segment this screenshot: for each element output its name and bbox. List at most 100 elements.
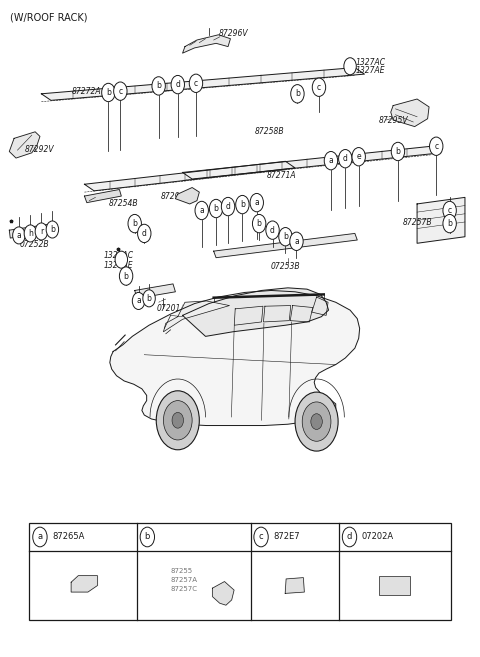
Text: a: a [254,198,259,207]
Text: r: r [40,227,43,236]
Polygon shape [290,306,313,322]
Text: a: a [16,231,21,240]
Text: 87292V: 87292V [24,145,54,154]
Polygon shape [175,187,199,204]
Text: a: a [136,296,141,306]
Circle shape [236,195,249,214]
Circle shape [302,402,331,442]
Circle shape [128,214,142,233]
Polygon shape [391,99,429,127]
Text: d: d [175,80,180,89]
Circle shape [156,391,199,450]
Circle shape [311,414,323,430]
Text: b: b [50,225,55,234]
Circle shape [209,199,223,217]
Text: 07252B: 07252B [20,240,49,249]
Circle shape [291,85,304,103]
Polygon shape [71,576,97,592]
Circle shape [114,82,127,101]
Bar [29,523,451,620]
Polygon shape [234,306,263,325]
Circle shape [24,225,36,242]
Circle shape [338,150,352,168]
Polygon shape [213,581,234,605]
Text: 1327AC: 1327AC [104,251,134,260]
Text: b: b [124,271,129,281]
Text: a: a [37,532,43,541]
Polygon shape [84,162,295,191]
Polygon shape [417,197,465,243]
Polygon shape [163,301,229,332]
Text: a: a [199,206,204,215]
Polygon shape [135,284,175,298]
Circle shape [430,137,443,156]
Text: a: a [294,237,299,246]
Circle shape [163,401,192,440]
Text: b: b [283,232,288,241]
Circle shape [312,78,325,97]
Text: c: c [434,142,438,150]
Text: e: e [356,152,361,161]
Text: 87271A: 87271A [266,171,296,180]
Text: b: b [214,204,218,213]
Polygon shape [312,297,328,315]
Circle shape [33,527,47,547]
Polygon shape [285,578,304,593]
Text: 87257A: 87257A [171,578,198,583]
Circle shape [279,227,292,246]
Text: d: d [142,229,147,238]
Polygon shape [182,35,230,53]
Circle shape [138,224,151,242]
Text: 87255: 87255 [171,568,193,574]
Text: c: c [118,87,122,96]
Text: 87257C: 87257C [171,587,198,593]
Text: 872E7: 872E7 [274,532,300,541]
Text: b: b [144,532,150,541]
Circle shape [324,152,337,170]
Circle shape [295,392,338,451]
Circle shape [140,527,155,547]
Text: 1327AE: 1327AE [356,66,385,76]
Polygon shape [110,290,360,426]
Circle shape [132,292,145,309]
Circle shape [254,527,268,547]
Circle shape [352,148,365,166]
Text: a: a [329,156,333,165]
Text: 07253B: 07253B [271,262,301,271]
Circle shape [115,251,128,268]
Text: b: b [295,89,300,99]
Polygon shape [9,132,40,158]
Text: 87296V: 87296V [218,29,248,38]
Circle shape [252,214,266,233]
Text: b: b [106,88,111,97]
Text: d: d [270,225,275,235]
Text: c: c [259,532,264,541]
Text: b: b [257,219,262,228]
Circle shape [12,227,25,244]
Circle shape [344,58,356,75]
Text: 07202A: 07202A [362,532,394,541]
Text: 87201V: 87201V [161,192,191,200]
Circle shape [221,197,235,215]
Text: b: b [132,219,137,228]
Circle shape [35,223,48,240]
Text: 1327AC: 1327AC [356,58,386,67]
Text: 87265A: 87265A [52,532,85,541]
Text: d: d [343,154,348,163]
Polygon shape [214,233,357,258]
Circle shape [443,214,456,233]
Text: b: b [240,200,245,209]
Circle shape [290,232,303,250]
Text: c: c [194,79,198,88]
Circle shape [46,221,59,238]
Text: 07201A: 07201A [156,304,186,313]
Circle shape [391,143,405,161]
Text: 87254B: 87254B [108,200,138,208]
Polygon shape [41,68,364,101]
Text: b: b [447,219,452,228]
Text: b: b [156,81,161,91]
Circle shape [443,201,456,219]
Text: 87258B: 87258B [254,127,284,136]
Circle shape [342,527,357,547]
Polygon shape [84,189,121,202]
